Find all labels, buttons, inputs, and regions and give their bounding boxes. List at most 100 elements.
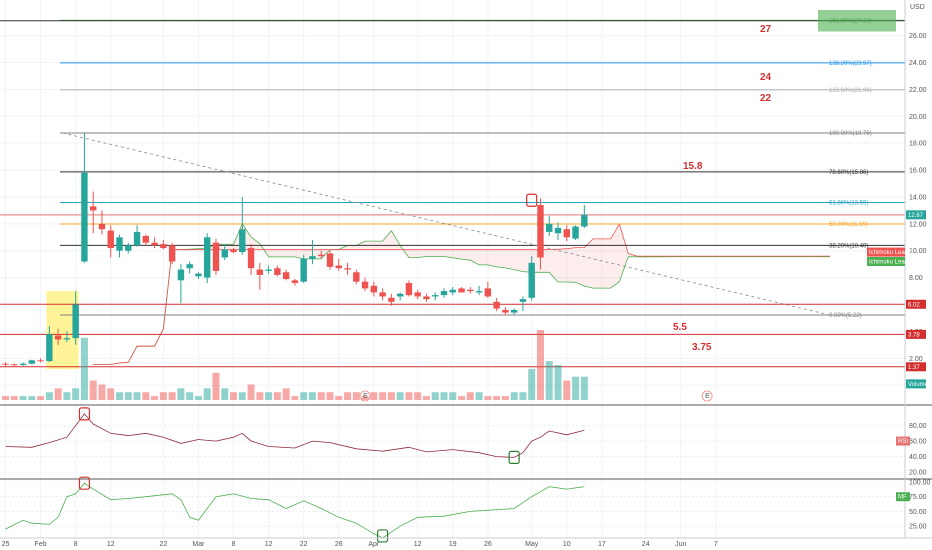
candle-body-13 — [116, 237, 123, 251]
candle-body-62 — [546, 223, 553, 232]
price-tick-2: 22.00 — [909, 87, 927, 94]
volume-bar-14 — [124, 392, 132, 400]
candle-body-54 — [475, 291, 483, 293]
pane-tag-1: MF — [898, 495, 907, 501]
time-tick-1: Feb — [35, 541, 47, 548]
candle-body-7 — [63, 338, 71, 340]
time-tick-10: Apr — [368, 541, 380, 548]
time-tick-13: 26 — [484, 541, 492, 548]
candle-body-22 — [195, 273, 202, 277]
volume-bar-5 — [45, 392, 53, 400]
price-tag-6: Volume — [908, 382, 929, 388]
candle-body-17 — [151, 242, 158, 246]
annotation-4: 5.5 — [673, 322, 687, 333]
price-tick-1: 24.00 — [909, 60, 927, 67]
volume-bar-63 — [554, 365, 562, 400]
candle-body-66 — [581, 214, 588, 227]
pane-tag-bg-0 — [896, 436, 910, 446]
time-tick-17: 24 — [642, 541, 650, 548]
candle-body-15 — [133, 231, 141, 246]
currency-label: USD — [910, 4, 925, 11]
candle-body-37 — [326, 253, 334, 267]
volume-bar-20 — [177, 388, 185, 400]
time-tick-15: 10 — [563, 541, 571, 548]
volume-bar-65 — [572, 376, 580, 400]
candle-body-10 — [90, 206, 97, 211]
volume-bar-44 — [387, 392, 395, 400]
volume-bar-32 — [282, 388, 290, 400]
pane-tag-bg-1 — [896, 492, 910, 502]
price-tag-4: 3.78 — [908, 332, 920, 338]
candle-body-6 — [54, 335, 62, 340]
candle-body-3 — [28, 360, 36, 364]
mf-tick-1: 75.00 — [909, 494, 927, 501]
candle-body-8 — [72, 304, 79, 339]
fibonacci-levels[interactable]: 161.80%(27.13)138.20%(23.97)123.60%(21.9… — [0, 10, 905, 368]
candle-body-4 — [37, 360, 44, 362]
price-tags: 12.67 Ichimoku Lead 2 Ichimoku Lead 1 6.02 3… — [867, 210, 929, 502]
volume-bar-13 — [116, 392, 124, 400]
candle-body-33 — [291, 280, 299, 284]
mf-tick-2: 50.00 — [909, 509, 927, 516]
candle-body-61 — [537, 205, 544, 258]
candle-body-59 — [519, 299, 527, 302]
candle-body-38 — [335, 265, 342, 269]
candle-body-57 — [502, 309, 509, 313]
rsi-tick-0: 80.00 — [909, 423, 927, 430]
volume-bar-54 — [475, 392, 483, 400]
volume-bar-34 — [300, 392, 308, 400]
candle-body-43 — [379, 292, 386, 297]
candle-body-26 — [230, 249, 237, 253]
volume-bar-33 — [291, 396, 299, 400]
fib-label-3: 100.00%(18.76) — [829, 131, 872, 137]
candle-body-34 — [300, 258, 307, 282]
time-tick-6: 8 — [232, 541, 236, 548]
fib-label-7: 38.20%(10.40) — [829, 243, 868, 249]
time-tick-3: 12 — [107, 541, 115, 548]
volume-bar-48 — [422, 396, 430, 400]
candle-body-52 — [458, 288, 465, 293]
volume-bar-57 — [501, 396, 509, 400]
candle-body-24 — [212, 242, 220, 271]
fib-label-4: 78.60%(15.86) — [829, 170, 868, 176]
time-tick-7: 12 — [265, 541, 273, 548]
mf-marker-low — [377, 529, 389, 543]
volume-bars — [2, 330, 588, 400]
candle-body-41 — [361, 281, 369, 289]
time-tick-2: 8 — [74, 541, 78, 548]
candle-body-5 — [46, 334, 53, 362]
candle-body-29 — [256, 269, 264, 275]
price-tag-bg-5 — [906, 362, 926, 372]
volume-bar-58 — [510, 392, 518, 400]
volume-bar-55 — [484, 396, 492, 400]
candle-body-23 — [204, 237, 211, 278]
time-tick-0: 25 — [2, 541, 10, 548]
candle-body-60 — [528, 262, 535, 298]
rsi-line — [5, 413, 585, 458]
candle-body-28 — [247, 248, 255, 269]
candle-body-0 — [2, 363, 9, 365]
rsi-marker-high — [78, 407, 91, 421]
volume-bar-21 — [186, 392, 194, 400]
candle-body-49 — [432, 295, 439, 297]
price-tag-bg-4 — [906, 329, 926, 339]
volume-bar-50 — [440, 392, 448, 400]
annotation-5: 3.75 — [692, 342, 712, 353]
volume-bar-17 — [151, 396, 159, 400]
volume-bar-53 — [466, 392, 474, 400]
candle-body-16 — [142, 235, 150, 243]
annotation-2: 22 — [760, 93, 772, 104]
price-tag-3: 6.02 — [908, 302, 920, 308]
time-tick-5: Mar — [192, 541, 205, 548]
volume-bar-61 — [536, 330, 544, 400]
fib-label-6: 50.00%(11.99) — [829, 222, 868, 228]
candle-body-14 — [125, 245, 132, 251]
price-tag-bg-3 — [906, 299, 926, 309]
rsi-tick-2: 40.00 — [909, 454, 927, 461]
candle-body-20 — [177, 269, 185, 281]
volume-bar-28 — [247, 384, 255, 400]
rsi-tick-3: 20.00 — [909, 470, 927, 477]
candle-body-2 — [19, 363, 27, 366]
